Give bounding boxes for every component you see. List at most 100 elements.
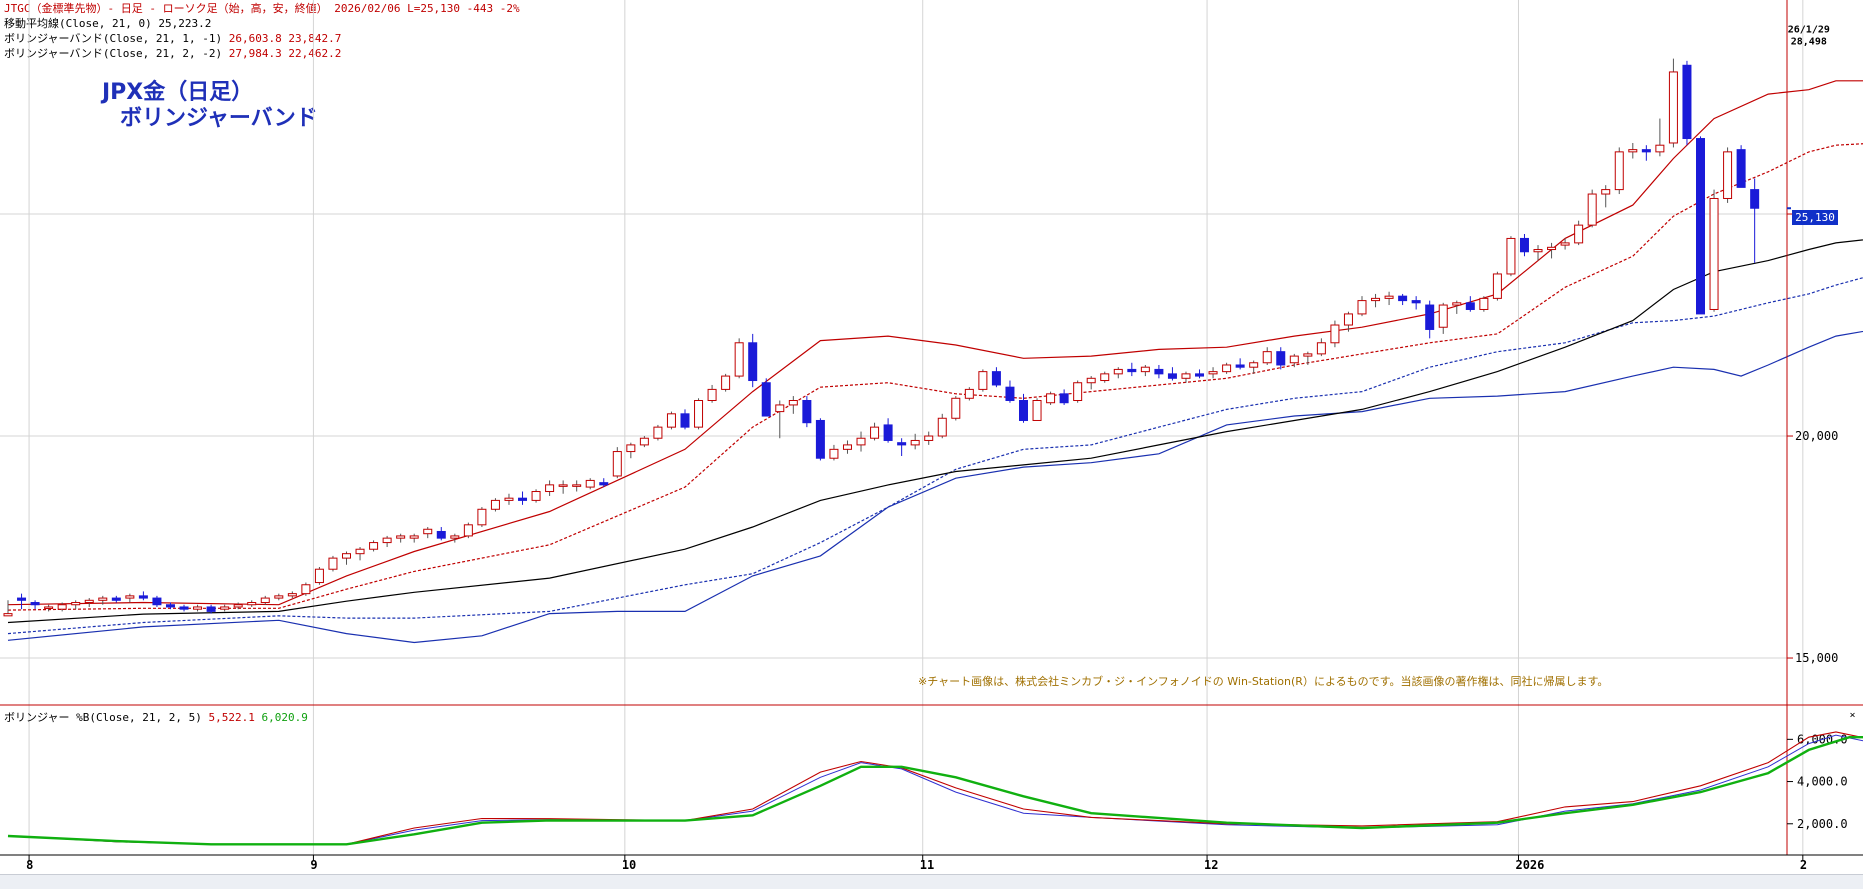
- candle-bear: [1425, 304, 1435, 330]
- month-tick-label: 8: [26, 858, 33, 872]
- bb1-legend-label: ボリンジャーバンド(Close, 21, 1, -1): [4, 32, 223, 45]
- candle-bear: [1019, 400, 1028, 421]
- candle-bull: [1032, 400, 1042, 421]
- candle-bear: [1059, 393, 1069, 404]
- candle-bear: [991, 371, 1001, 386]
- indicator-layer: [7, 731, 1863, 846]
- candle-bull: [369, 542, 379, 550]
- candle-bull: [531, 491, 541, 501]
- indicator-legend-value1: 5,522.1: [208, 711, 255, 724]
- candle-bull: [653, 426, 663, 439]
- candle-layer: [3, 58, 1760, 617]
- candle-bull: [721, 375, 731, 390]
- candle-bull: [1330, 324, 1340, 344]
- candle-bear: [152, 597, 162, 606]
- candle-bull: [1614, 151, 1624, 191]
- candle-bear: [138, 595, 148, 599]
- candle-bear: [518, 497, 528, 501]
- candle-bull: [98, 597, 108, 601]
- candle-bear: [897, 442, 907, 446]
- band-layer: [7, 80, 1863, 644]
- bb1-lower-line: [7, 277, 1863, 635]
- candle-bull: [355, 548, 365, 555]
- candle-bear: [206, 606, 216, 612]
- overlay-title-line2: ボリンジャーバンド: [120, 106, 318, 131]
- candle-bull: [666, 413, 676, 428]
- candle-bull: [287, 593, 297, 597]
- month-tick-label: 2026: [1515, 858, 1544, 872]
- candle-bull: [558, 484, 568, 487]
- candle-bull: [1438, 304, 1448, 328]
- pctb-red-line: [7, 731, 1863, 845]
- indicator-tick-label: 2,000.0: [1797, 817, 1848, 831]
- candle-bull: [1628, 149, 1638, 153]
- candle-bear: [748, 342, 758, 382]
- candle-bear: [761, 382, 771, 417]
- price-tick-label: 15,000: [1795, 651, 1838, 665]
- bb2-legend-label: ボリンジャーバンド(Close, 21, 2, -2): [4, 47, 223, 60]
- candle-bull: [328, 557, 338, 570]
- candle-bear: [1154, 368, 1164, 375]
- candle-bull: [1560, 242, 1570, 246]
- candle-bull: [274, 595, 284, 599]
- candle-bear: [1465, 302, 1475, 310]
- candle-bull: [870, 426, 880, 439]
- candle-bear: [1736, 149, 1746, 188]
- candle-bull: [1506, 237, 1516, 275]
- candle-bull: [1222, 364, 1232, 373]
- candle-bull: [856, 437, 866, 446]
- candle-bull: [409, 535, 419, 539]
- candle-bear: [1696, 138, 1705, 315]
- month-tick-label: 11: [920, 858, 934, 872]
- candle-bull: [463, 524, 473, 537]
- candle-bull: [829, 448, 839, 459]
- candle-bull: [423, 528, 433, 535]
- candle-bull: [314, 568, 324, 584]
- candle-bear: [1641, 149, 1651, 153]
- candle-bull: [1100, 373, 1110, 382]
- indicator-close-icon[interactable]: ×: [1849, 710, 1856, 721]
- candle-bull: [71, 602, 81, 606]
- candle-bull: [220, 606, 230, 610]
- candle-bull: [1249, 362, 1259, 368]
- candle-bull: [84, 599, 94, 604]
- candle-bull: [1140, 366, 1150, 373]
- candle-bull: [1316, 342, 1326, 355]
- candle-bull: [924, 435, 934, 441]
- candle-bull: [1384, 295, 1394, 299]
- candle-bull: [1723, 151, 1733, 199]
- candle-bull: [3, 613, 13, 617]
- candle-bear: [1411, 300, 1421, 304]
- candle-bull: [572, 484, 582, 487]
- horizontal-scrollbar[interactable]: [0, 874, 1863, 889]
- candle-bull: [396, 535, 406, 539]
- candle-bull: [382, 537, 392, 544]
- candle-bull: [1343, 313, 1353, 326]
- candle-bull: [937, 417, 947, 437]
- candle-bull: [1357, 300, 1367, 315]
- indicator-tick-label: 4,000.0: [1797, 775, 1848, 789]
- month-tick-label: 10: [622, 858, 636, 872]
- copyright-notice: ※チャート画像は、株式会社ミンカブ・ジ・インフォノイドの Win-Station…: [918, 675, 1609, 688]
- indicator-legend-label: ボリンジャー %B(Close, 21, 2, 5): [4, 711, 202, 724]
- bb2-lower-line: [7, 330, 1863, 644]
- ma-legend: 移動平均線(Close, 21, 0) 25,223.2: [4, 17, 211, 31]
- candle-bull: [842, 444, 852, 450]
- grid-layer: [0, 0, 1804, 855]
- candle-bear: [815, 419, 825, 459]
- month-tick-label: 2: [1800, 858, 1807, 872]
- candle-bear: [17, 597, 27, 601]
- candle-bull: [233, 604, 243, 608]
- candle-bull: [1574, 224, 1584, 244]
- candle-bull: [193, 606, 203, 610]
- ma21-line: [7, 239, 1863, 624]
- candle-bear: [1750, 189, 1760, 209]
- candle-bear: [1005, 386, 1015, 401]
- candle-bear: [111, 597, 121, 601]
- candle-bull: [1452, 302, 1462, 306]
- peak-date-label: 26/1/29: [1788, 25, 1830, 36]
- candle-bull: [734, 342, 744, 377]
- indicator-legend: ボリンジャー %B(Close, 21, 2, 5) 5,522.1 6,020…: [4, 709, 308, 725]
- candle-bull: [1086, 377, 1096, 384]
